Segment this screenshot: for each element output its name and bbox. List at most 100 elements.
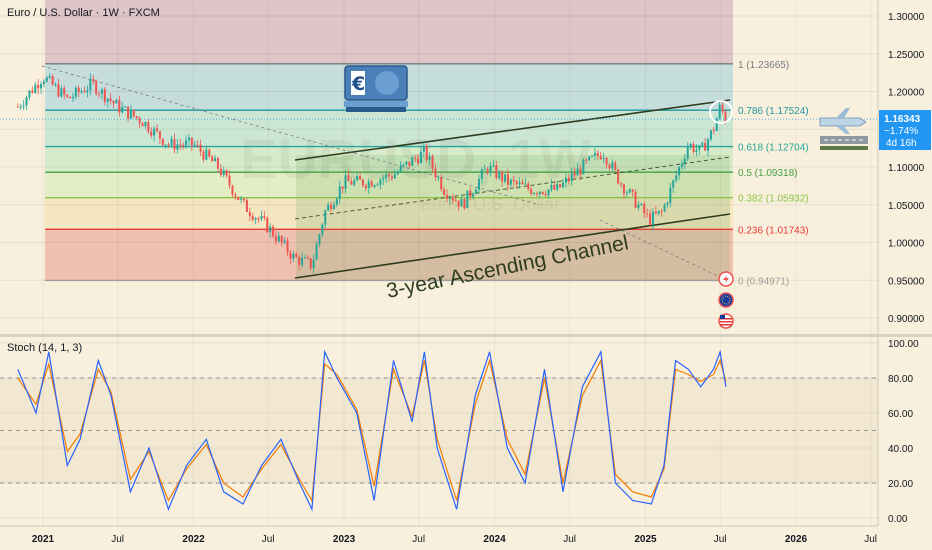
candle-body (463, 199, 466, 209)
candle-body (396, 171, 399, 175)
candle-body (240, 198, 243, 200)
candle-body (417, 158, 420, 164)
candle-body (274, 236, 277, 242)
candle-body (80, 91, 83, 93)
candle-body (579, 168, 582, 175)
chart-title[interactable]: Euro / U.S. Dollar · 1W · FXCM (7, 7, 160, 19)
candle-body (678, 167, 681, 176)
stoch-tick-label: 100.00 (888, 339, 919, 350)
candle-body (495, 165, 498, 179)
candle-body (254, 218, 257, 220)
price-tick-label: 0.95000 (888, 276, 925, 287)
candle-body (367, 181, 370, 189)
fib-zone (45, 146, 733, 173)
candle-body (625, 192, 628, 194)
candle-body (506, 174, 509, 185)
candle-body (425, 146, 428, 160)
candle-body (187, 137, 190, 141)
stoch-title[interactable]: Stoch (14, 1, 3) (7, 342, 82, 354)
candle-body (530, 188, 533, 195)
candle-body (22, 105, 25, 107)
candle-body (518, 182, 521, 185)
candle-body (182, 144, 185, 146)
candle-body (602, 157, 605, 160)
candle-body (402, 164, 405, 166)
time-tick-label: Jul (111, 534, 124, 545)
indicator-pane-bg (0, 338, 878, 526)
candle-body (707, 139, 710, 151)
candle-body (196, 144, 199, 146)
candle-body (228, 175, 231, 186)
time-tick-label: 2026 (785, 534, 808, 545)
candle-body (588, 156, 591, 161)
candle-body (327, 204, 330, 211)
candle-body (86, 90, 89, 93)
candle-body (63, 88, 66, 95)
candle-body (318, 234, 321, 245)
candle-body (620, 183, 623, 185)
time-tick-label: 2023 (333, 534, 356, 545)
candle-body (144, 122, 147, 127)
time-tick-label: 2022 (182, 534, 205, 545)
candle-body (446, 195, 449, 199)
candle-body (483, 168, 486, 170)
candle-body (161, 138, 164, 146)
candle-body (544, 194, 547, 196)
candle-body (129, 109, 132, 119)
candle-body (640, 203, 643, 205)
candle-body (701, 142, 704, 146)
channel-mid-line (294, 156, 731, 220)
candle-body (315, 244, 318, 260)
candle-body (608, 164, 611, 169)
fib-level-label: 0 (0.94971) (738, 276, 789, 287)
candle-body (672, 180, 675, 188)
candle-body (669, 187, 672, 203)
candle-body (686, 147, 689, 159)
lightning-icon[interactable] (718, 271, 734, 287)
candle-body (654, 211, 657, 214)
candle-body (512, 179, 515, 182)
eu-flag-icon[interactable] (718, 292, 734, 308)
last-price-tag: 1.16343 −1.74% 4d 16h (879, 110, 931, 150)
candle-body (185, 140, 188, 146)
candle-body (16, 106, 19, 108)
time-tick-label: Jul (563, 534, 576, 545)
candle-body (283, 240, 286, 243)
candle-body (89, 78, 92, 91)
candle-body (431, 156, 434, 169)
candle-body (243, 198, 246, 201)
fib-level-label: 0.236 (1.01743) (738, 225, 809, 236)
last-candle-highlight (709, 100, 733, 124)
candle-body (724, 111, 727, 123)
candle-body (472, 193, 475, 197)
candle-body (292, 253, 295, 259)
candle-body (25, 97, 28, 106)
candle-body (51, 76, 54, 85)
candle-body (698, 145, 701, 150)
candle-body (272, 226, 275, 237)
candle-body (179, 144, 182, 146)
candle-body (628, 189, 631, 193)
candle-body (364, 185, 367, 189)
candle-body (591, 155, 594, 157)
candle-body (303, 257, 306, 259)
candle-body (718, 104, 721, 119)
candle-body (92, 78, 95, 82)
candle-body (457, 200, 460, 207)
candle-body (138, 118, 141, 124)
candle-body (150, 131, 153, 136)
candle-body (190, 137, 193, 146)
candle-body (379, 179, 382, 185)
candle-body (193, 144, 196, 146)
stoch-tick-label: 60.00 (888, 409, 913, 420)
candle-body (541, 191, 544, 195)
us-flag-icon[interactable] (718, 313, 734, 329)
candle-body (141, 123, 144, 127)
candle-body (680, 163, 683, 168)
candle-body (153, 128, 156, 136)
candle-body (106, 98, 109, 102)
candle-body (373, 185, 376, 187)
candle-body (576, 168, 579, 176)
candle-body (382, 178, 385, 180)
